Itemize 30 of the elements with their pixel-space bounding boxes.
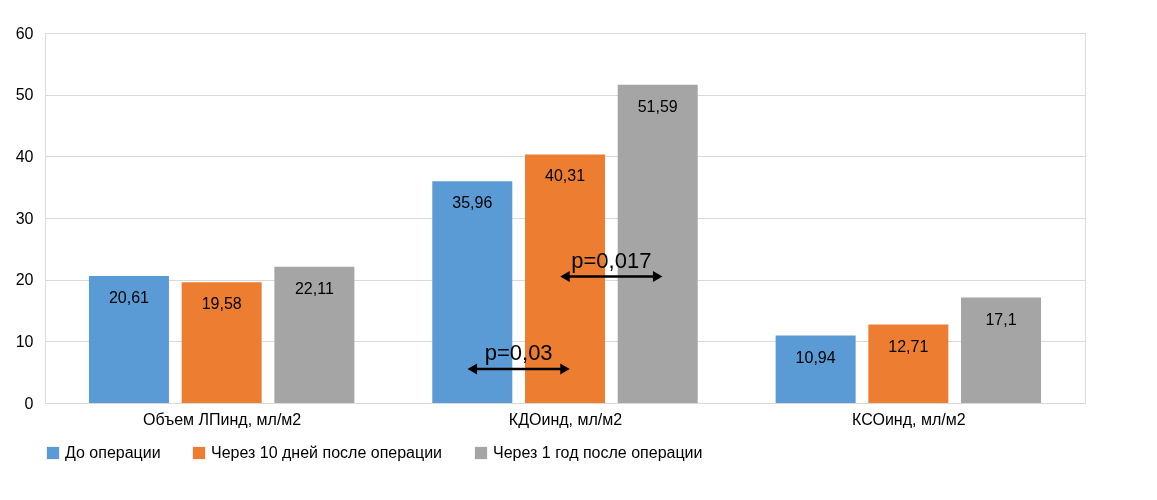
data-label: 17,1 (985, 310, 1017, 328)
bar (88, 275, 169, 403)
bar (274, 266, 355, 403)
legend-label: Через 10 дней после операции (211, 444, 443, 461)
annotation: p=0,017 (571, 247, 652, 273)
legend-label: До операции (65, 444, 161, 461)
legend-label: Через 1 год после операции (493, 444, 703, 461)
data-label: 19,58 (201, 295, 242, 313)
x-tick-label: КДОинд, мл/м2 (508, 410, 623, 428)
data-label: 12,71 (888, 337, 929, 355)
y-tick-label: 0 (24, 394, 34, 412)
bar (961, 297, 1042, 403)
y-tick-label: 40 (15, 147, 34, 165)
data-label: 20,61 (108, 288, 150, 306)
x-tick-label: КСОинд, мл/м2 (852, 410, 966, 428)
data-label: 51,59 (637, 97, 678, 115)
bar (181, 282, 262, 403)
y-tick-label: 10 (15, 332, 34, 350)
y-tick-label: 30 (15, 209, 34, 227)
data-label: 40,31 (544, 167, 586, 185)
data-label: 35,96 (452, 194, 493, 212)
y-tick-label: 50 (15, 86, 34, 104)
y-tick-label: 20 (15, 271, 34, 289)
data-label: 10,94 (795, 348, 836, 366)
bar (868, 324, 949, 403)
data-label: 22,11 (294, 279, 334, 297)
x-tick-label: Объем ЛПинд, мл/м2 (143, 410, 302, 428)
annotation: p=0,03 (484, 340, 553, 366)
bar (775, 335, 856, 403)
y-tick-label: 60 (15, 24, 34, 42)
